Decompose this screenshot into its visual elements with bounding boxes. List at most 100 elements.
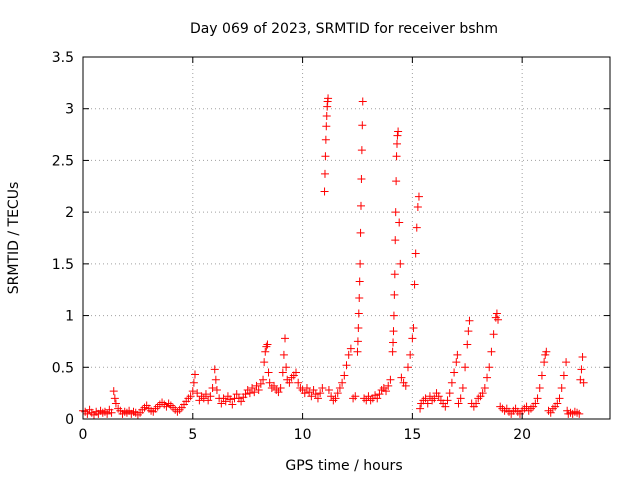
data-point bbox=[201, 390, 210, 399]
data-point bbox=[389, 338, 398, 347]
data-point bbox=[237, 397, 246, 406]
plot-border bbox=[82, 56, 611, 420]
data-point bbox=[557, 383, 566, 392]
data-point bbox=[274, 388, 283, 397]
data-point bbox=[577, 365, 586, 374]
data-point bbox=[357, 175, 366, 184]
data-point bbox=[278, 368, 287, 377]
data-point bbox=[276, 383, 285, 392]
data-point bbox=[305, 388, 314, 397]
data-point bbox=[300, 389, 309, 398]
data-point bbox=[393, 139, 402, 148]
data-point bbox=[416, 404, 425, 413]
data-point bbox=[107, 408, 116, 417]
data-point bbox=[342, 361, 351, 370]
data-point bbox=[411, 249, 420, 258]
x-tick-label: 10 bbox=[294, 427, 312, 443]
data-point bbox=[492, 309, 501, 318]
data-point bbox=[579, 378, 588, 387]
data-point bbox=[340, 371, 349, 380]
data-point bbox=[294, 378, 303, 387]
data-point bbox=[353, 347, 362, 356]
x-tick-label: 15 bbox=[403, 427, 421, 443]
data-point bbox=[389, 327, 398, 336]
data-point bbox=[321, 152, 330, 161]
data-point bbox=[193, 389, 202, 398]
data-point bbox=[232, 390, 241, 399]
data-point bbox=[358, 121, 367, 130]
data-point bbox=[483, 373, 492, 382]
data-point bbox=[355, 277, 364, 286]
data-point bbox=[392, 152, 401, 161]
data-points bbox=[79, 94, 588, 419]
data-point bbox=[388, 347, 397, 356]
data-point bbox=[373, 394, 382, 403]
data-point bbox=[250, 388, 259, 397]
data-point bbox=[254, 386, 263, 395]
data-point bbox=[390, 270, 399, 279]
data-point bbox=[485, 363, 494, 372]
data-point bbox=[555, 394, 564, 403]
y-tick-label: 2 bbox=[65, 205, 74, 221]
data-point bbox=[346, 344, 355, 353]
data-point bbox=[188, 387, 197, 396]
data-point bbox=[453, 350, 462, 359]
data-point bbox=[390, 290, 399, 299]
data-point bbox=[463, 340, 472, 349]
x-tick-label: 5 bbox=[188, 427, 197, 443]
y-tick-label: 3 bbox=[65, 102, 74, 118]
data-point bbox=[110, 394, 119, 403]
data-point bbox=[226, 395, 235, 404]
data-point bbox=[259, 375, 268, 384]
data-point bbox=[199, 394, 208, 403]
data-point bbox=[241, 390, 250, 399]
data-point bbox=[401, 381, 410, 390]
x-axis-label: GPS time / hours bbox=[285, 458, 402, 474]
x-tick-label: 20 bbox=[513, 427, 531, 443]
data-point bbox=[537, 371, 546, 380]
data-point bbox=[331, 394, 340, 403]
data-point bbox=[394, 127, 403, 136]
data-point bbox=[384, 381, 393, 390]
data-point bbox=[458, 383, 467, 392]
data-point bbox=[264, 368, 273, 377]
data-point bbox=[423, 399, 432, 408]
data-point bbox=[559, 371, 568, 380]
data-point bbox=[309, 386, 318, 395]
data-point bbox=[425, 392, 434, 401]
data-point bbox=[358, 97, 367, 106]
data-point bbox=[256, 379, 265, 388]
data-point bbox=[447, 378, 456, 387]
data-point bbox=[210, 365, 219, 374]
data-point bbox=[263, 340, 272, 349]
data-point bbox=[206, 392, 215, 401]
data-point bbox=[450, 368, 459, 377]
x-tick-label: 0 bbox=[79, 427, 88, 443]
data-point bbox=[208, 383, 217, 392]
data-point bbox=[245, 389, 254, 398]
data-point bbox=[338, 378, 347, 387]
data-point bbox=[322, 122, 331, 131]
data-point bbox=[406, 350, 415, 359]
data-point bbox=[356, 228, 365, 237]
data-point bbox=[389, 311, 398, 320]
data-point bbox=[103, 409, 112, 418]
data-point bbox=[261, 347, 270, 356]
data-point bbox=[445, 389, 454, 398]
data-point bbox=[535, 383, 544, 392]
data-point bbox=[186, 392, 195, 401]
data-point bbox=[408, 334, 417, 343]
data-point bbox=[443, 396, 452, 405]
data-point bbox=[409, 323, 418, 332]
grid-lines bbox=[83, 57, 610, 419]
data-point bbox=[252, 381, 261, 390]
data-point bbox=[316, 389, 325, 398]
data-point bbox=[221, 397, 230, 406]
data-point bbox=[542, 347, 551, 356]
data-point bbox=[413, 202, 422, 211]
data-point bbox=[472, 399, 481, 408]
data-point bbox=[354, 323, 363, 332]
data-point bbox=[355, 293, 364, 302]
data-point bbox=[414, 192, 423, 201]
data-point bbox=[397, 373, 406, 382]
